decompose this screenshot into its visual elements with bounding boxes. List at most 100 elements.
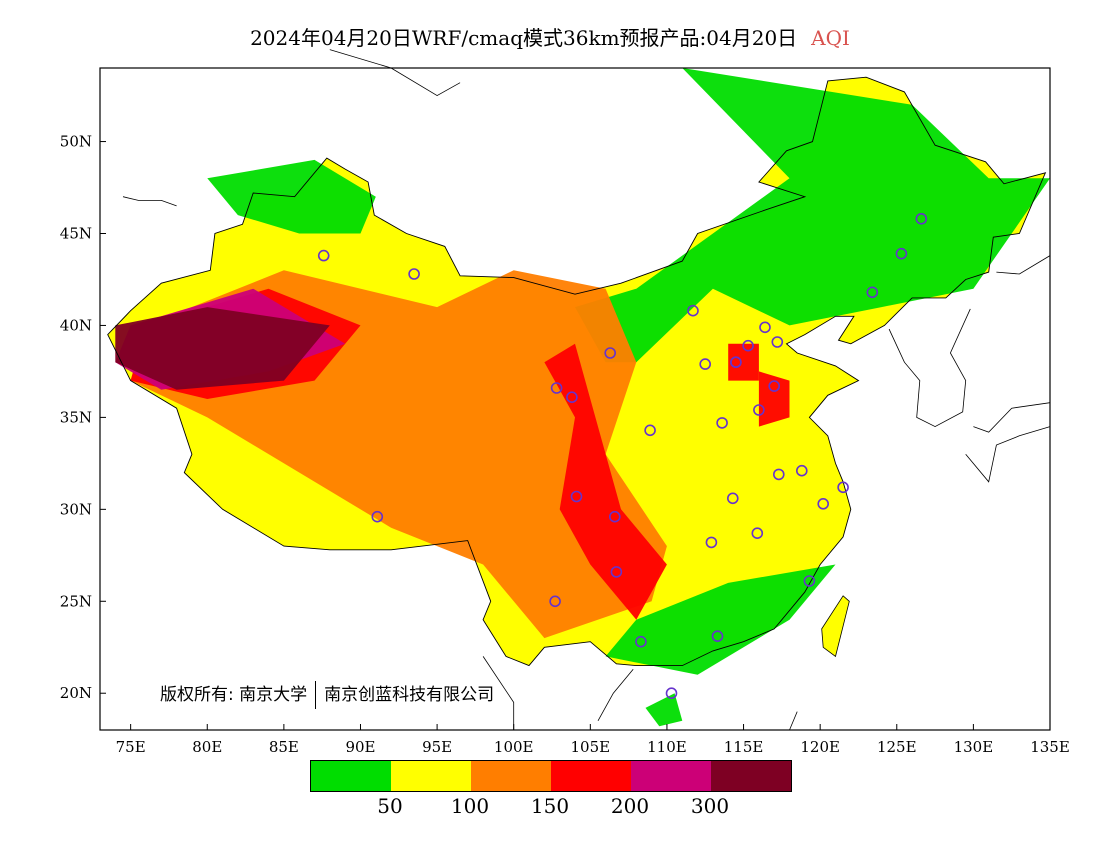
copyright-note: 版权所有: 南京大学 南京创蓝科技有限公司	[160, 680, 494, 709]
legend-label: 50	[377, 794, 403, 818]
city-marker	[608, 510, 621, 523]
city-marker	[570, 490, 583, 503]
city-marker	[915, 213, 928, 225]
lon-tick-label: 100E	[494, 738, 534, 756]
legend-label: 150	[530, 794, 570, 818]
lat-tick-label: 20N	[60, 684, 92, 702]
lon-tick-label: 120E	[800, 738, 840, 756]
legend-swatch	[631, 761, 711, 791]
city-marker	[705, 536, 718, 549]
coastline-segment	[996, 255, 1051, 275]
legend-labels: 50 100 150 200 300	[310, 792, 790, 818]
aqi-region-green	[575, 68, 1050, 363]
lat-tick-label: 45N	[60, 225, 92, 243]
coastline-segment	[789, 711, 798, 731]
legend-swatch	[391, 761, 471, 791]
aqi-fill-layer	[107, 68, 1050, 727]
lat-tick-label: 35N	[60, 408, 92, 426]
coastline-segment	[329, 49, 461, 97]
city-markers-layer	[317, 213, 928, 700]
city-marker	[751, 527, 764, 540]
coastline-segment	[973, 402, 1051, 433]
city-marker	[711, 630, 724, 643]
copyright-right: 南京创蓝科技有限公司	[324, 685, 495, 705]
city-marker	[753, 404, 765, 416]
lon-tick-label: 130E	[954, 738, 994, 756]
copyright-left: 版权所有: 南京大学	[160, 685, 308, 705]
coastline-segment	[122, 196, 177, 207]
aqi-region-green	[605, 564, 836, 675]
city-marker	[759, 321, 771, 334]
lon-tick-label: 95E	[422, 738, 452, 756]
city-marker	[730, 356, 742, 369]
coastline-layer	[107, 49, 1051, 731]
city-marker	[803, 575, 816, 587]
city-marker	[742, 339, 754, 352]
city-marker	[837, 481, 849, 494]
city-marker	[604, 347, 617, 359]
city-marker	[699, 358, 712, 370]
city-marker	[408, 268, 420, 280]
lon-tick-label: 115E	[724, 738, 764, 756]
legend-swatch	[711, 761, 791, 791]
legend-label: 200	[610, 794, 650, 818]
city-marker	[895, 247, 908, 260]
legend-label: 300	[690, 794, 730, 818]
aqi-region-red	[758, 371, 790, 427]
china-boundary	[107, 76, 1047, 667]
city-marker	[716, 417, 728, 429]
lon-tick-label: 80E	[192, 738, 222, 756]
city-marker	[795, 464, 808, 477]
lon-tick-label: 75E	[116, 738, 146, 756]
aqi-region-red	[544, 343, 667, 620]
city-marker	[635, 635, 647, 648]
city-marker	[550, 382, 563, 394]
city-marker	[687, 304, 699, 317]
lat-tick-label: 25N	[60, 592, 92, 610]
longitude-axis: 75E 80E 85E 90E 95E 100E 105E 110E 115E 120E 125E 1…	[116, 724, 1070, 756]
legend-label: 100	[450, 794, 490, 818]
city-marker	[817, 497, 830, 510]
aqi-region-maroon	[115, 307, 330, 390]
city-marker	[566, 391, 578, 404]
coastline-segment	[482, 656, 515, 730]
city-marker	[768, 380, 781, 392]
city-marker	[665, 687, 678, 700]
city-marker	[549, 595, 561, 608]
map-frame	[99, 67, 1051, 731]
city-marker	[772, 468, 785, 481]
city-marker	[644, 424, 656, 437]
city-marker	[726, 492, 739, 505]
aqi-region-green	[645, 693, 683, 727]
lon-tick-label: 90E	[345, 738, 375, 756]
lat-tick-label: 50N	[60, 133, 92, 151]
lat-tick-label: 30N	[60, 500, 92, 518]
title-variable: AQI	[811, 26, 850, 50]
latitude-axis: 20N 25N 30N 35N 40N 45N 50N	[60, 133, 106, 702]
taiwan-region	[821, 595, 850, 658]
lon-tick-label: 125E	[877, 738, 917, 756]
lon-tick-label: 105E	[571, 738, 611, 756]
legend-swatch	[551, 761, 631, 791]
legend-swatch	[311, 761, 391, 791]
aqi-region-red	[728, 343, 759, 381]
aqi-legend: 50 100 150 200 300	[310, 760, 792, 818]
lon-tick-label: 135E	[1030, 738, 1070, 756]
city-marker	[317, 249, 330, 262]
copyright-divider	[315, 681, 317, 709]
city-marker	[866, 286, 879, 299]
city-marker	[771, 336, 784, 348]
city-marker	[610, 566, 623, 578]
legend-swatch	[471, 761, 551, 791]
legend-colorbar	[310, 760, 792, 792]
lon-tick-label: 110E	[647, 738, 687, 756]
city-marker	[371, 510, 384, 523]
map-title: 2024年04月20日WRF/cmaq模式36km预报产品:04月20日 AQI	[0, 22, 1100, 51]
coastline-segment	[888, 308, 971, 428]
coastline-segment	[965, 426, 1051, 483]
title-text: 2024年04月20日WRF/cmaq模式36km预报产品:04月20日	[250, 26, 798, 50]
lon-tick-label: 85E	[269, 738, 299, 756]
lat-tick-label: 40N	[60, 316, 92, 334]
coastline-segment	[597, 669, 634, 721]
